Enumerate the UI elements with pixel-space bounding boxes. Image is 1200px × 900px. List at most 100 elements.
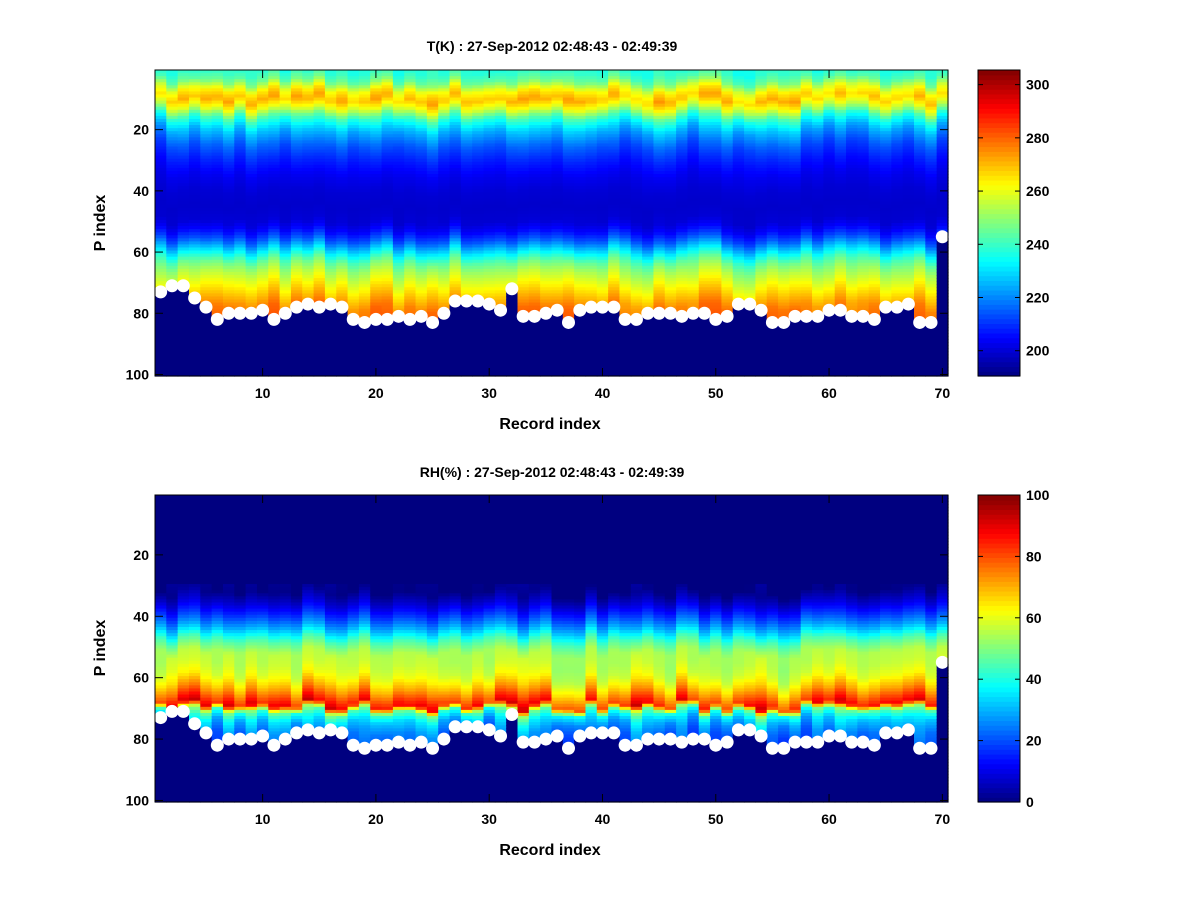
heatmap-cell [336, 327, 349, 331]
heatmap-cell [392, 70, 405, 74]
heatmap-cell [302, 210, 315, 215]
heatmap-cell [200, 183, 213, 187]
heatmap-cell [404, 128, 417, 132]
heatmap-cell [392, 357, 405, 362]
heatmap-cell [472, 79, 485, 83]
heatmap-cell [324, 339, 337, 343]
heatmap-cell [540, 152, 553, 157]
heatmap-cell [551, 216, 564, 221]
heatmap-cell [392, 155, 405, 160]
heatmap-cell [540, 256, 553, 261]
heatmap-cell [222, 210, 235, 215]
heatmap-cell [268, 97, 281, 102]
heatmap-cell [460, 155, 473, 160]
heatmap-cell [562, 85, 575, 89]
heatmap-cell [279, 290, 292, 294]
heatmap-cell [324, 201, 337, 206]
heatmap-cell [245, 271, 258, 276]
heatmap-cell [177, 201, 190, 206]
heatmap-cell [347, 333, 360, 337]
heatmap-cell [166, 336, 179, 340]
heatmap-cell [517, 327, 530, 331]
heatmap-cell [358, 311, 371, 316]
heatmap-cell [562, 134, 575, 138]
heatmap-cell [177, 82, 190, 86]
heatmap-cell [200, 170, 213, 175]
heatmap-cell [472, 85, 485, 89]
heatmap-cell [370, 201, 383, 206]
heatmap-cell [324, 94, 337, 99]
heatmap-cell [166, 250, 179, 255]
heatmap-cell [211, 256, 224, 261]
heatmap-cell [415, 278, 428, 282]
heatmap-cell [347, 125, 360, 129]
heatmap-cell [336, 131, 349, 135]
heatmap-cell [256, 363, 269, 368]
heatmap-cell [177, 360, 190, 365]
heatmap-cell [392, 327, 405, 331]
heatmap-cell [494, 366, 507, 371]
heatmap-cell [483, 125, 496, 129]
heatmap-cell [381, 241, 394, 246]
heatmap-cell [449, 134, 462, 138]
heatmap-cell [438, 256, 451, 261]
heatmap-cell [211, 146, 224, 151]
heatmap-cell [460, 91, 473, 96]
heatmap-cell [336, 143, 349, 148]
heatmap-cell [506, 363, 519, 368]
heatmap-cell [562, 76, 575, 80]
heatmap-cell [574, 345, 587, 350]
heatmap-cell [222, 238, 235, 242]
heatmap-cell [279, 143, 292, 148]
heatmap-cell [517, 204, 530, 209]
heatmap-cell [540, 109, 553, 114]
heatmap-cell [562, 112, 575, 117]
heatmap-cell [528, 115, 541, 120]
heatmap-cell [392, 275, 405, 279]
heatmap-cell [177, 149, 190, 154]
heatmap-cell [234, 354, 247, 359]
heatmap-cell [358, 229, 371, 233]
heatmap-cell [517, 88, 530, 93]
heatmap-cell [449, 170, 462, 175]
heatmap-cell [155, 232, 167, 236]
heatmap-cell [472, 216, 485, 221]
heatmap-cell [222, 146, 235, 151]
heatmap-cell [472, 146, 485, 151]
heatmap-cell [211, 73, 224, 77]
heatmap-cell [347, 73, 360, 77]
heatmap-cell [438, 366, 451, 371]
heatmap-cell [313, 82, 326, 86]
heatmap-cell [302, 250, 315, 255]
heatmap-cell [177, 152, 190, 157]
heatmap-cell [166, 183, 179, 187]
heatmap-cell [415, 94, 428, 99]
heatmap-cell [279, 345, 292, 350]
heatmap-cell [506, 314, 519, 319]
heatmap-cell [540, 369, 553, 374]
heatmap-cell [483, 177, 496, 181]
heatmap-cell [472, 232, 485, 236]
heatmap-cell [200, 189, 213, 193]
heatmap-cell [540, 284, 553, 288]
heatmap-cell [370, 360, 383, 365]
heatmap-cell [336, 296, 349, 301]
heatmap-cell [370, 348, 383, 353]
heatmap-cell [347, 198, 360, 203]
heatmap-cell [279, 241, 292, 246]
heatmap-cell [494, 115, 507, 120]
heatmap-cell [472, 372, 485, 377]
heatmap-cell [528, 372, 541, 377]
heatmap-cell [222, 372, 235, 377]
heatmap-cell [347, 177, 360, 181]
heatmap-cell [449, 201, 462, 206]
heatmap-cell [268, 137, 281, 141]
heatmap-cell [290, 339, 303, 343]
heatmap-cell [188, 149, 201, 154]
heatmap-cell [506, 140, 519, 145]
heatmap-cell [358, 140, 371, 145]
heatmap-cell [290, 262, 303, 267]
heatmap-cell [438, 100, 451, 105]
heatmap-cell [177, 183, 190, 187]
heatmap-cell [177, 372, 190, 377]
